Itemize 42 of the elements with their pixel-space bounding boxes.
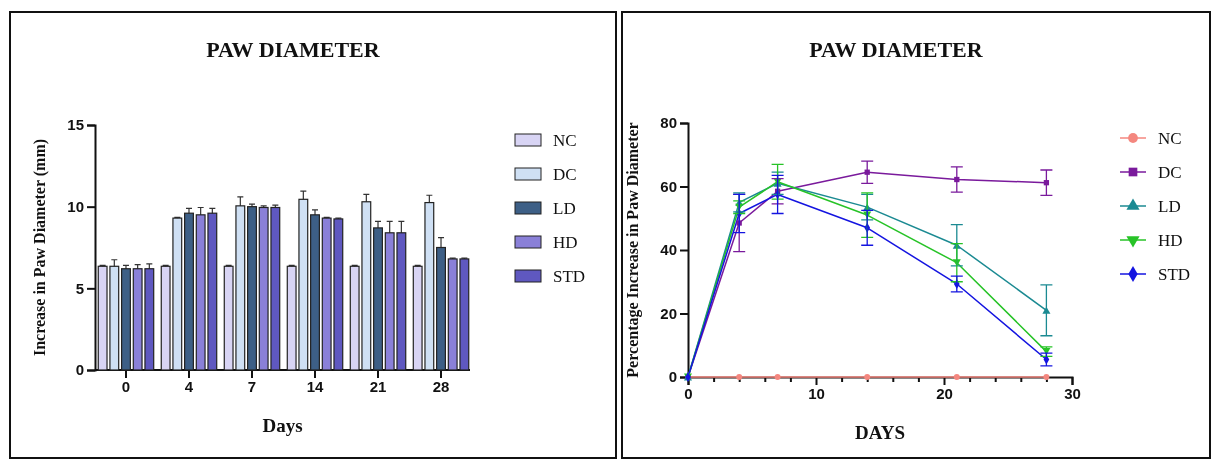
y-tick-label: 10 [67, 197, 84, 215]
bar [373, 227, 383, 371]
chart-title: PAW DIAMETER [809, 37, 984, 62]
y-tick-label: 40 [660, 241, 677, 259]
point [774, 374, 781, 380]
chart-title: PAW DIAMETER [206, 37, 381, 62]
y-tick-label: 15 [67, 116, 84, 134]
x-axis-title: DAYS [855, 422, 905, 443]
x-axis-title: Days [262, 415, 303, 436]
y-axis-title: Increase in Paw Diameter (mm) [31, 138, 49, 357]
legend-label: DC [1158, 163, 1182, 182]
bar [310, 214, 320, 371]
legend-label: NC [1158, 129, 1182, 148]
y-tick-label: 0 [75, 361, 84, 379]
legend-label: HD [553, 233, 578, 252]
legend-label: HD [1158, 231, 1183, 250]
point [953, 374, 960, 380]
y-tick-label: 80 [660, 114, 677, 132]
bar [184, 212, 194, 371]
x-tick-label: 7 [247, 377, 257, 395]
bar [247, 206, 257, 371]
x-tick-label: 20 [936, 384, 953, 402]
y-tick-label: 5 [75, 279, 84, 297]
legend-label: NC [553, 131, 577, 150]
y-tick-label: 20 [660, 304, 677, 322]
legend-label: STD [553, 267, 586, 286]
x-tick-label: 10 [808, 384, 825, 402]
y-axis-title: Percentage Increase in Paw Diameter [624, 122, 642, 378]
legend-label: LD [1158, 197, 1181, 216]
legend-label: STD [1158, 265, 1191, 284]
bar [436, 246, 446, 371]
legend-label: LD [553, 199, 576, 218]
x-tick-label: 30 [1064, 384, 1081, 402]
x-tick-label: 0 [684, 384, 693, 402]
x-tick-label: 28 [432, 377, 450, 395]
x-tick-label: 14 [306, 377, 324, 395]
bar [121, 268, 131, 371]
legend-label: DC [553, 165, 577, 184]
x-tick-label: 21 [369, 377, 387, 395]
x-tick-label: 4 [184, 377, 194, 395]
y-tick-label: 60 [660, 177, 677, 195]
x-tick-label: 0 [121, 377, 131, 395]
